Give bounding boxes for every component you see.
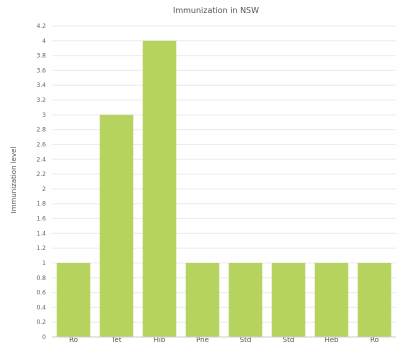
y-tick-label: 2.6 [36,141,46,148]
bar [357,262,392,337]
x-tick-label: Ro [69,336,78,343]
y-tick-label: 2 [42,186,46,193]
y-tick-label: 2.2 [36,171,46,178]
x-axis-ticks: Ro Tet Hib Pne Std Std Heb Ro [69,336,379,343]
x-tick-label: Heb [324,336,339,343]
bar [185,262,220,337]
y-tick-label: 1.6 [36,216,46,223]
x-tick-label: Std [283,336,295,343]
bar [314,262,349,337]
bar [56,262,91,337]
y-tick-label: 1.2 [36,245,46,252]
bars [56,40,392,338]
y-tick-label: 4 [42,38,46,45]
chart-title: Immunization in NSW [173,6,259,15]
x-tick-label: Pne [196,336,209,343]
y-tick-label: 0.6 [36,290,46,297]
bar [271,262,306,337]
y-tick-label: 1.8 [36,201,46,208]
y-tick-label: 1 [42,260,46,267]
y-tick-label: 1.4 [36,230,46,237]
y-tick-label: 2.4 [36,156,46,163]
y-tick-label: 3.8 [36,53,46,60]
x-tick-label: Ro [370,336,379,343]
y-tick-label: 3 [42,112,46,119]
y-tick-label: 0 [42,334,46,341]
y-tick-label: 2.8 [36,127,46,134]
y-tick-label: 3.2 [36,97,46,104]
bar [142,40,177,338]
y-tick-label: 3.4 [36,82,46,89]
bar [228,262,263,337]
y-tick-label: 3.6 [36,67,46,74]
y-tick-label: 0.8 [36,275,46,282]
y-axis-label: Immunization level [10,147,18,214]
y-tick-label: 4.2 [36,23,46,30]
x-tick-label: Std [240,336,252,343]
x-tick-label: Tet [110,336,121,343]
bar [99,114,134,337]
y-tick-label: 0.4 [36,304,46,311]
y-tick-label: 0.2 [36,319,46,326]
x-tick-label: Hib [154,336,166,343]
y-axis-ticks: 0 0.2 0.4 0.6 0.8 1 1.2 1.4 1.6 1.8 2 2.2 2.4 2.6 2.8 3… [36,23,46,341]
